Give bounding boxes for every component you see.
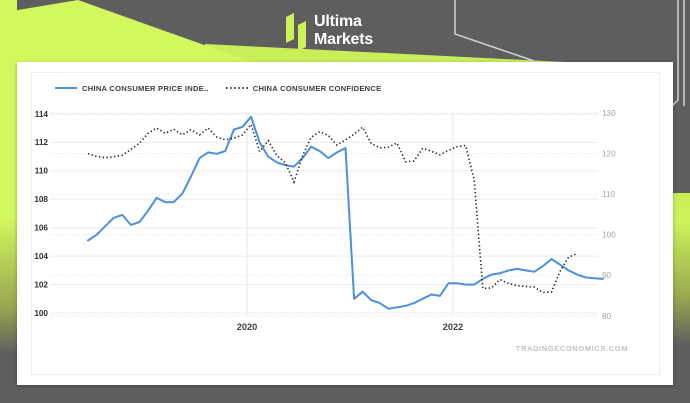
y-axis-left-tick-label: 100 <box>34 309 48 318</box>
cpi-line <box>87 115 604 310</box>
brand-name-line2: Markets <box>314 30 374 48</box>
hexagon-outline <box>454 0 538 63</box>
y-axis-right-tick-label: 110 <box>602 190 615 199</box>
brand-name: Ultima Markets <box>314 13 373 48</box>
y-axis-right-tick-label: 80 <box>602 312 612 321</box>
y-axis-left-tick-label: 114 <box>35 110 49 119</box>
y-axis-left-tick-label: 110 <box>35 167 49 176</box>
chart-frame <box>31 72 660 375</box>
left-lime-gradient-band <box>0 0 17 403</box>
y-axis-right-tick-label: 100 <box>602 231 616 240</box>
chart-legend: CHINA CONSUMER PRICE INDE.. CHINA CONSUM… <box>55 82 398 94</box>
brand-name-line1: Ultima <box>314 13 362 30</box>
y-axis-right-tick-label: 120 <box>602 149 616 158</box>
x-axis-tick-label: 2020 <box>237 322 257 332</box>
confidence-line <box>87 122 578 294</box>
y-axis-right-tick-label: 90 <box>602 271 612 280</box>
chart-card: CHINA CONSUMER PRICE INDE.. CHINA CONSUM… <box>17 62 673 385</box>
hexagon-outline-right <box>670 0 679 108</box>
legend-item-confidence[interactable]: CHINA CONSUMER CONFIDENCE <box>225 83 382 93</box>
source-link[interactable]: TRADINGECONOMICS.COM <box>515 344 628 353</box>
legend-label-cpi: CHINA CONSUMER PRICE INDE.. <box>82 83 209 93</box>
legend-item-cpi[interactable]: CHINA CONSUMER PRICE INDE.. <box>55 84 209 93</box>
legend-label-confidence: CHINA CONSUMER CONFIDENCE <box>252 83 382 93</box>
brand-logo-mark-icon <box>286 13 306 51</box>
brand-logo: Ultima Markets <box>286 12 373 52</box>
y-axis-left-tick-label: 102 <box>34 280 48 289</box>
right-lime-gradient-band <box>673 193 690 345</box>
y-axis-left-tick-label: 112 <box>35 138 49 147</box>
confidence-dotted-swatch-icon <box>225 87 248 89</box>
y-axis-right-tick-label: 130 <box>602 109 616 118</box>
y-axis-left-tick-label: 104 <box>34 252 48 261</box>
lime-wedge-secondary <box>205 44 565 62</box>
x-axis-tick-label: 2022 <box>443 322 463 332</box>
plot-area: 114 112 110 108 106 104 102 100 130 120 110 100 90 80… <box>34 109 616 332</box>
cpi-line-swatch-icon <box>55 87 77 89</box>
y-axis-left-tick-label: 106 <box>34 224 48 233</box>
lime-wedge-primary <box>0 0 252 62</box>
y-axis-left-tick-label: 108 <box>34 195 48 204</box>
